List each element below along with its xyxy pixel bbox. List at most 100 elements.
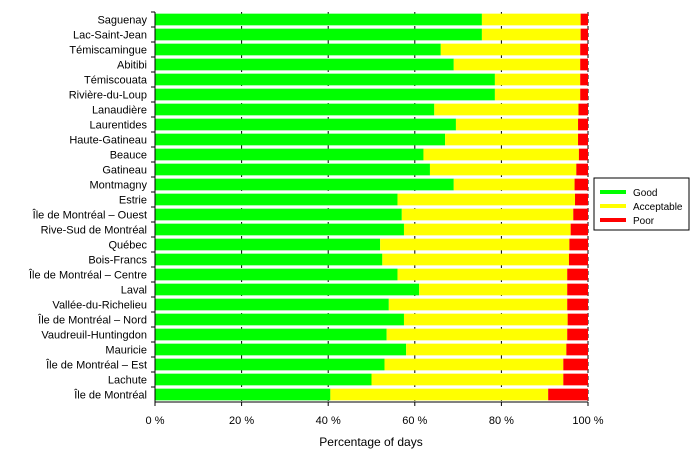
bar-segment-good [155, 178, 454, 191]
bar-segment-poor [578, 148, 588, 161]
bar-segment-acceptable [382, 253, 569, 266]
bar-segment-good [155, 283, 420, 296]
category-label: Vaudreuil-Huntingdon [41, 330, 147, 342]
bar-segment-good [155, 298, 389, 311]
category-label: Île de Montréal – Est [45, 359, 147, 372]
category-label: Lac-Saint-Jean [73, 30, 147, 42]
category-label: Témiscouata [84, 75, 148, 87]
bar-segment-poor [567, 268, 588, 281]
bar-segment-good [155, 373, 372, 386]
bar-segment-poor [567, 298, 588, 311]
bar-segment-good [155, 343, 407, 356]
bar-segment-good [155, 103, 435, 116]
bar-segment-acceptable [453, 58, 581, 71]
axes [154, 12, 588, 403]
bar-segment-good [155, 118, 456, 131]
bar-segment-good [155, 73, 495, 86]
bar-segment-acceptable [453, 178, 575, 191]
bar-segment-acceptable [445, 133, 579, 146]
bar-segment-good [155, 358, 385, 371]
category-label: Témiscamingue [69, 45, 147, 57]
category-label: Gatineau [102, 165, 147, 177]
legend-label: Acceptable [633, 202, 683, 213]
bar-segment-acceptable [440, 43, 581, 56]
bar-segment-acceptable [403, 313, 568, 326]
x-tick-labels: 0 % 20 % 40 % 60 % 80 % 100 % [146, 402, 604, 427]
x-tick-label: 80 % [489, 415, 514, 427]
legend-swatch-acceptable [600, 204, 626, 208]
bar-segment-good [155, 88, 495, 101]
category-label: Lachute [108, 375, 147, 387]
category-label: Île de Montréal – Centre [28, 269, 147, 282]
bar-segment-acceptable [330, 388, 549, 401]
bar-segment-poor [578, 133, 588, 146]
bar-segment-poor [548, 388, 588, 401]
bar-segment-poor [567, 328, 588, 341]
bar-segment-poor [580, 43, 588, 56]
bars [155, 13, 588, 401]
bar-segment-acceptable [423, 148, 579, 161]
x-tick-label: 0 % [146, 415, 165, 427]
x-tick-label: 20 % [229, 415, 254, 427]
category-label: Rivière-du-Loup [69, 90, 147, 102]
category-labels: Saguenay Lac-Saint-Jean Témiscamingue Abiti… [28, 11, 155, 402]
bar-segment-poor [576, 163, 588, 176]
bar-segment-acceptable [419, 283, 568, 296]
x-tick-label: 60 % [402, 415, 427, 427]
bar-segment-poor [566, 343, 588, 356]
gridlines [241, 12, 589, 402]
bar-segment-poor [580, 58, 588, 71]
legend-label: Good [633, 188, 657, 199]
bar-segment-good [155, 148, 424, 161]
category-label: Lanaudière [92, 105, 147, 117]
x-tick-label: 100 % [572, 415, 603, 427]
category-label: Abitibi [117, 60, 147, 72]
bar-segment-acceptable [403, 223, 571, 236]
bar-segment-good [155, 193, 398, 206]
category-label: Estrie [119, 195, 147, 207]
bar-segment-acceptable [429, 163, 577, 176]
category-label: Laval [121, 285, 147, 297]
legend-label: Poor [633, 216, 655, 227]
bar-segment-good [155, 28, 482, 41]
bar-segment-acceptable [406, 343, 567, 356]
bar-segment-acceptable [434, 103, 579, 116]
category-label: Montmagny [90, 180, 148, 192]
bar-segment-acceptable [371, 373, 564, 386]
bar-segment-good [155, 133, 446, 146]
bar-segment-poor [567, 283, 588, 296]
bar-segment-poor [574, 178, 588, 191]
category-label: Bois-Francs [88, 255, 147, 267]
category-label: Saguenay [97, 15, 147, 27]
bar-segment-poor [578, 103, 588, 116]
bar-segment-poor [580, 13, 588, 26]
bar-segment-poor [568, 253, 588, 266]
bar-segment-good [155, 13, 482, 26]
category-label: Île de Montréal – Nord [37, 314, 147, 327]
bar-segment-poor [563, 358, 588, 371]
category-label: Québec [108, 240, 147, 252]
bar-segment-good [155, 328, 387, 341]
bar-segment-good [155, 388, 331, 401]
bar-segment-good [155, 208, 402, 221]
category-label: Beauce [110, 150, 147, 162]
bar-segment-acceptable [386, 328, 568, 341]
bar-segment-acceptable [494, 88, 581, 101]
x-axis-title: Percentage of days [319, 435, 422, 449]
bar-segment-acceptable [397, 268, 568, 281]
category-label: Île de Montréal – Ouest [32, 209, 147, 222]
bar-segment-acceptable [388, 298, 568, 311]
bar-segment-poor [580, 73, 588, 86]
bar-segment-good [155, 223, 404, 236]
legend-swatch-good [600, 190, 626, 194]
bar-segment-acceptable [455, 118, 579, 131]
bar-segment-acceptable [481, 28, 581, 41]
bar-segment-acceptable [494, 73, 581, 86]
bar-segment-acceptable [481, 13, 581, 26]
bar-segment-poor [578, 118, 588, 131]
bar-segment-poor [575, 193, 588, 206]
bar-segment-poor [567, 313, 588, 326]
bar-segment-good [155, 313, 404, 326]
bar-segment-poor [580, 28, 588, 41]
